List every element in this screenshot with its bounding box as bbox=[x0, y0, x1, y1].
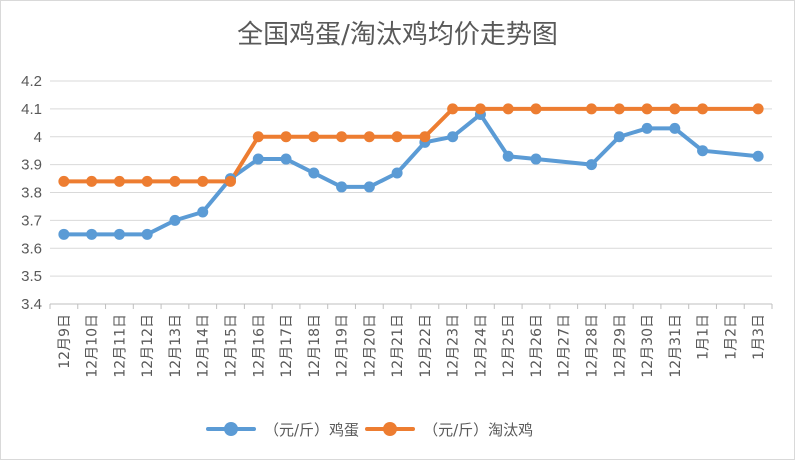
data-point bbox=[197, 206, 209, 218]
y-tick-label: 3.5 bbox=[21, 268, 42, 285]
y-tick-label: 4.2 bbox=[21, 73, 42, 90]
data-point bbox=[669, 103, 681, 115]
y-tick-label: 3.4 bbox=[21, 296, 42, 313]
y-tick-label: 3.9 bbox=[21, 157, 42, 174]
legend-swatch-culled-hen bbox=[365, 418, 416, 440]
data-point bbox=[669, 122, 681, 134]
data-point bbox=[336, 131, 348, 143]
x-tick-label: 12月21日 bbox=[390, 314, 406, 378]
data-point bbox=[530, 103, 542, 115]
legend-marker-culled-hen bbox=[383, 422, 398, 436]
series-points bbox=[58, 103, 764, 240]
series-line-1 bbox=[61, 106, 761, 184]
data-point bbox=[252, 131, 264, 143]
data-point bbox=[141, 175, 153, 187]
x-tick-label: 12月23日 bbox=[446, 314, 462, 378]
data-point bbox=[530, 153, 542, 165]
legend-item-egg: （元/斤）鸡蛋 bbox=[206, 418, 359, 440]
x-tick-label: 12月26日 bbox=[529, 314, 545, 378]
x-tick-label: 1月2日 bbox=[723, 314, 739, 360]
x-tick-label: 12月22日 bbox=[418, 314, 434, 378]
x-tick-label: 12月19日 bbox=[335, 314, 351, 378]
legend-label-egg: （元/斤）鸡蛋 bbox=[264, 420, 360, 439]
data-point bbox=[502, 150, 514, 162]
x-tick-label: 12月30日 bbox=[640, 314, 656, 378]
x-tick-label: 12月20日 bbox=[362, 314, 378, 378]
data-point bbox=[641, 103, 653, 115]
x-tick-label: 12月25日 bbox=[501, 314, 517, 378]
data-point bbox=[447, 103, 459, 115]
x-tick-label: 12月16日 bbox=[251, 314, 267, 378]
data-point bbox=[58, 175, 70, 187]
data-point bbox=[280, 153, 292, 165]
data-point bbox=[613, 103, 625, 115]
x-tick-label: 12月10日 bbox=[85, 314, 101, 378]
series-lines bbox=[61, 106, 761, 237]
x-tick-label: 12月13日 bbox=[168, 314, 184, 378]
data-point bbox=[141, 228, 153, 240]
data-point bbox=[391, 167, 403, 179]
data-point bbox=[169, 214, 181, 226]
y-tick-label: 4.1 bbox=[21, 101, 42, 118]
y-tick-label: 3.8 bbox=[21, 185, 42, 202]
y-tick-label: 3.6 bbox=[21, 240, 42, 257]
data-point bbox=[474, 103, 486, 115]
data-point bbox=[613, 131, 625, 143]
x-tick-label: 12月17日 bbox=[279, 314, 295, 378]
x-tick-label: 12月15日 bbox=[224, 314, 240, 378]
x-tick-label: 12月11日 bbox=[112, 314, 128, 378]
data-point bbox=[197, 175, 209, 187]
chart-title: 全国鸡蛋/淘汰鸡均价走势图 bbox=[237, 20, 558, 50]
data-point bbox=[86, 228, 98, 240]
data-point bbox=[752, 150, 764, 162]
data-point bbox=[586, 103, 597, 115]
data-point bbox=[363, 131, 375, 143]
data-point bbox=[336, 181, 348, 193]
x-tick-label: 12月9日 bbox=[57, 314, 73, 369]
x-tick-label: 12月24日 bbox=[473, 314, 489, 378]
x-tick-label: 12月27日 bbox=[557, 314, 573, 378]
data-point bbox=[391, 131, 403, 143]
data-point bbox=[308, 131, 320, 143]
x-tick-label: 1月1日 bbox=[696, 314, 712, 360]
x-tick-label: 12月12日 bbox=[140, 314, 156, 378]
data-point bbox=[586, 159, 597, 171]
data-point bbox=[363, 181, 375, 193]
data-point bbox=[697, 103, 709, 115]
data-point bbox=[113, 175, 125, 187]
y-tick-label: 3.7 bbox=[21, 212, 42, 229]
data-point bbox=[447, 131, 459, 143]
data-point bbox=[502, 103, 514, 115]
data-point bbox=[697, 145, 709, 157]
data-point bbox=[86, 175, 98, 187]
data-point bbox=[169, 175, 181, 187]
data-point bbox=[419, 131, 431, 143]
legend-label-culled-hen: （元/斤）淘汰鸡 bbox=[423, 420, 534, 439]
data-point bbox=[280, 131, 292, 143]
x-tick-label: 12月28日 bbox=[585, 314, 601, 378]
data-point bbox=[252, 153, 264, 165]
legend: （元/斤）鸡蛋 （元/斤）淘汰鸡 bbox=[206, 418, 539, 440]
legend-swatch-egg bbox=[206, 418, 256, 440]
series-line-0 bbox=[61, 112, 761, 237]
x-tick-label: 12月18日 bbox=[307, 314, 323, 378]
legend-item-culled-hen: （元/斤）淘汰鸡 bbox=[365, 418, 533, 440]
data-point bbox=[225, 175, 236, 187]
data-point bbox=[58, 228, 70, 240]
x-tick-label: 1月3日 bbox=[751, 314, 767, 360]
data-point bbox=[113, 228, 125, 240]
axes: 3.4 3.5 3.6 3.7 3.8 3.9 4 4.1 4.2 12月9日 12月10日 12月1… bbox=[21, 73, 773, 378]
x-tick-label: 12月29日 bbox=[612, 314, 628, 378]
data-point bbox=[752, 103, 764, 115]
x-tick-label: 12月14日 bbox=[196, 314, 212, 378]
legend-marker-egg bbox=[224, 422, 238, 436]
data-point bbox=[308, 167, 320, 179]
y-tick-label: 4 bbox=[34, 129, 42, 146]
x-tick-label: 12月31日 bbox=[668, 314, 684, 378]
data-point bbox=[641, 122, 653, 134]
